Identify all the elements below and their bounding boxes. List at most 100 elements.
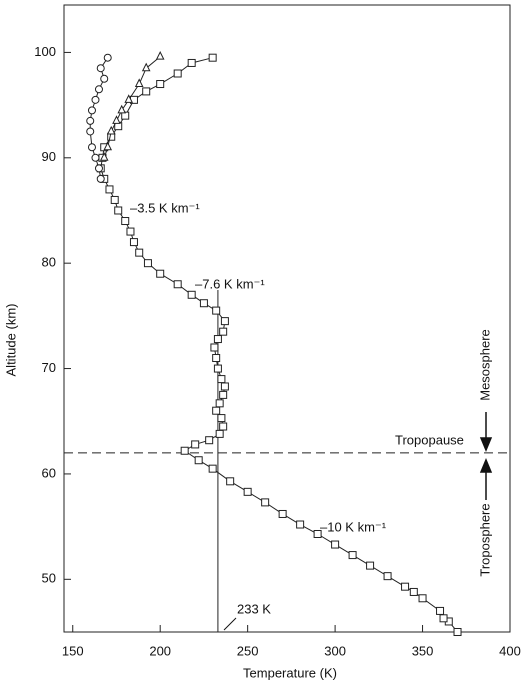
square-marker — [313, 529, 322, 538]
square-marker — [212, 306, 221, 315]
triangle-marker — [103, 141, 113, 151]
square-marker — [191, 440, 200, 449]
x-tick-label: 150 — [62, 643, 84, 658]
circle-marker — [87, 143, 96, 152]
square-marker — [213, 335, 222, 344]
x-tick-label: 400 — [499, 643, 521, 658]
x-tick-label: 250 — [237, 643, 259, 658]
square-marker — [180, 446, 189, 455]
square-marker — [208, 464, 217, 473]
y-tick-label: 50 — [42, 571, 56, 586]
circle-marker — [94, 164, 103, 173]
square-marker — [212, 354, 221, 363]
circle-marker — [100, 74, 109, 83]
x-tick-label: 200 — [149, 643, 171, 658]
annotation: –10 K km⁻¹ — [320, 519, 387, 534]
x-axis-label: Temperature (K) — [243, 665, 337, 680]
y-axis-label: Altitude (km) — [3, 304, 18, 377]
square-marker — [278, 509, 287, 518]
square-marker — [212, 406, 221, 415]
square-marker — [173, 280, 182, 289]
square-marker — [401, 582, 410, 591]
square-marker — [135, 248, 144, 257]
square-marker — [210, 343, 219, 352]
circle-marker — [86, 127, 95, 136]
square-marker — [156, 269, 165, 278]
y-tick-label: 80 — [42, 255, 56, 270]
square-marker — [219, 327, 228, 336]
square-marker — [114, 206, 123, 215]
square-marker — [121, 217, 130, 226]
triangle-marker — [124, 94, 134, 103]
circle-marker — [103, 53, 112, 62]
square-marker — [220, 317, 229, 326]
square-marker — [439, 614, 448, 623]
series-line — [103, 56, 161, 158]
circle-marker — [91, 95, 100, 104]
circle-marker — [86, 116, 95, 125]
square-marker — [194, 456, 203, 465]
arrows — [223, 412, 493, 631]
circle-marker — [87, 106, 96, 115]
series-line — [100, 57, 458, 633]
square-marker — [217, 414, 226, 423]
annotation: –7.6 K km⁻¹ — [195, 276, 265, 291]
triangle-marker — [117, 104, 127, 114]
square-marker — [219, 390, 228, 399]
square-marker — [213, 364, 222, 373]
x-tick-label: 350 — [412, 643, 434, 658]
square-marker — [205, 436, 214, 445]
y-tick-label: 100 — [34, 44, 56, 59]
square-marker — [156, 80, 165, 89]
square-marker — [199, 299, 208, 308]
square-marker — [220, 382, 229, 391]
circle-marker — [91, 153, 100, 162]
square-marker — [215, 429, 224, 438]
x-tick-label: 300 — [324, 643, 346, 658]
reference-label: 233 K — [237, 601, 271, 616]
square-marker — [187, 290, 196, 299]
y-tick-label: 90 — [42, 149, 56, 164]
square-marker — [126, 227, 135, 236]
square-marker — [187, 58, 196, 67]
square-marker — [208, 53, 217, 62]
square-marker — [129, 238, 138, 247]
annotation: Mesosphere — [477, 329, 492, 401]
square-marker — [142, 87, 151, 96]
circle-marker — [96, 64, 105, 73]
annotation: –3.5 K km⁻¹ — [130, 200, 200, 215]
square-marker — [436, 606, 445, 615]
square-marker — [409, 587, 418, 596]
square-marker — [453, 628, 462, 636]
y-tick-label: 60 — [42, 465, 56, 480]
triangle-marker — [112, 115, 121, 124]
square-marker — [143, 259, 152, 268]
circle-marker — [96, 174, 105, 183]
circle-marker — [94, 85, 103, 94]
triangle-marker — [106, 125, 116, 135]
square-marker — [348, 551, 357, 560]
square-marker — [418, 594, 427, 603]
square-marker — [219, 422, 228, 431]
triangle-marker — [155, 51, 165, 60]
square-marker — [173, 69, 182, 78]
triangle-marker — [99, 152, 109, 161]
square-marker — [215, 399, 224, 408]
square-marker — [110, 195, 119, 204]
triangle-marker — [141, 62, 151, 72]
square-marker — [296, 520, 305, 529]
square-marker — [226, 477, 235, 486]
triangle-marker — [134, 78, 144, 88]
square-marker — [383, 572, 392, 581]
annotation: Tropopause — [395, 432, 464, 447]
y-tick-label: 70 — [42, 360, 56, 375]
square-marker — [243, 487, 252, 496]
square-marker — [366, 561, 375, 570]
square-marker — [105, 185, 114, 194]
square-marker — [217, 375, 226, 384]
plot-frame — [63, 4, 511, 633]
square-marker — [261, 498, 270, 507]
square-marker — [331, 540, 340, 549]
annotation: Troposphere — [477, 503, 492, 576]
